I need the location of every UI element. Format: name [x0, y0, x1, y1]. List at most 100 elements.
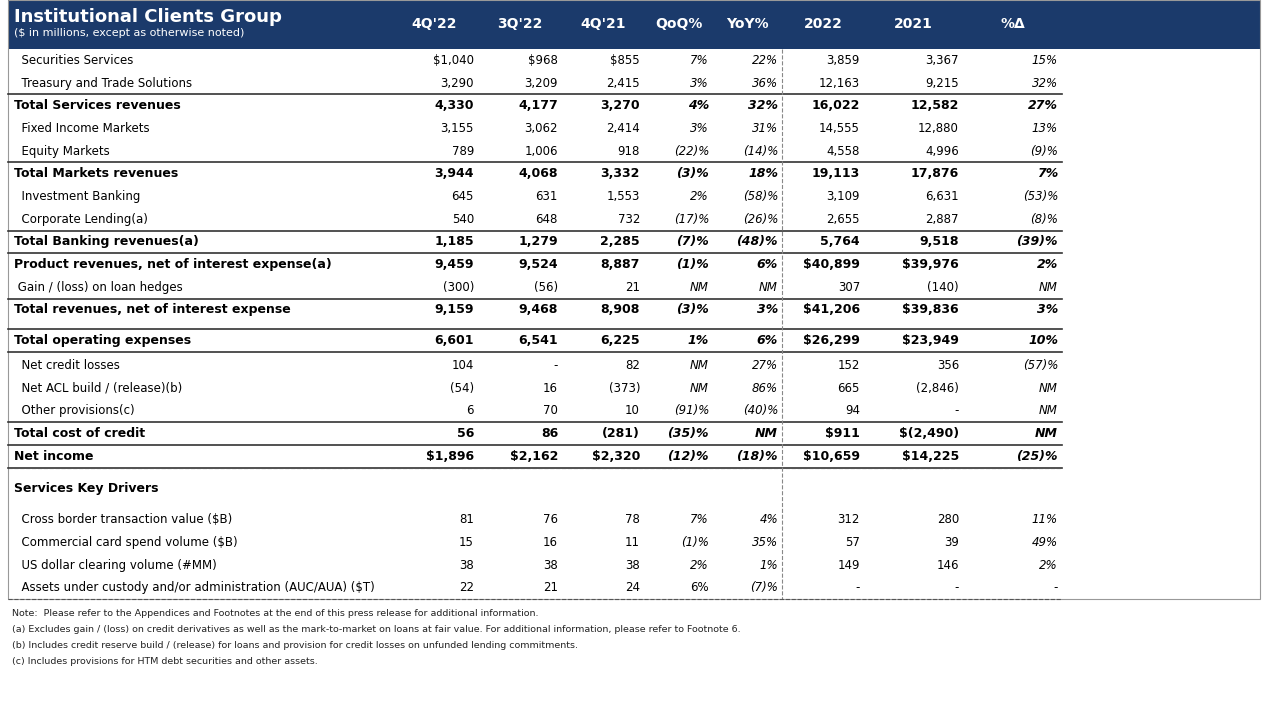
Text: $2,162: $2,162 — [510, 450, 558, 463]
Text: 356: 356 — [937, 359, 959, 372]
Text: 27%: 27% — [1028, 99, 1058, 112]
Text: 19,113: 19,113 — [812, 168, 860, 180]
Text: 149: 149 — [837, 559, 860, 572]
Text: 3,367: 3,367 — [926, 54, 959, 67]
Bar — [8, 0, 1260, 49]
Text: 9,468: 9,468 — [519, 303, 558, 316]
Text: Total operating expenses: Total operating expenses — [14, 334, 191, 347]
Text: (8)%: (8)% — [1030, 213, 1058, 226]
Text: (7)%: (7)% — [676, 235, 709, 249]
Text: 18%: 18% — [748, 168, 779, 180]
Text: 1,006: 1,006 — [525, 144, 558, 158]
Text: 3,109: 3,109 — [827, 190, 860, 203]
Text: 1,185: 1,185 — [435, 235, 474, 249]
Text: 631: 631 — [535, 190, 558, 203]
Text: 4,330: 4,330 — [435, 99, 474, 112]
Text: 82: 82 — [625, 359, 640, 372]
Text: $41,206: $41,206 — [803, 303, 860, 316]
Text: Services Key Drivers: Services Key Drivers — [14, 482, 158, 494]
Text: 9,518: 9,518 — [919, 235, 959, 249]
Text: $40,899: $40,899 — [803, 258, 860, 271]
Text: 280: 280 — [937, 513, 959, 527]
Text: (58)%: (58)% — [743, 190, 779, 203]
Text: (39)%: (39)% — [1017, 235, 1058, 249]
Text: -: - — [955, 404, 959, 417]
Text: 6%: 6% — [757, 258, 779, 271]
Text: 789: 789 — [451, 144, 474, 158]
Text: Net income: Net income — [14, 450, 94, 463]
Text: 12,582: 12,582 — [910, 99, 959, 112]
Text: Product revenues, net of interest expense(a): Product revenues, net of interest expens… — [14, 258, 332, 271]
Text: Gain / (loss) on loan hedges: Gain / (loss) on loan hedges — [14, 281, 183, 294]
Text: Equity Markets: Equity Markets — [14, 144, 110, 158]
Text: $23,949: $23,949 — [902, 334, 959, 347]
Text: 94: 94 — [844, 404, 860, 417]
Text: 540: 540 — [451, 213, 474, 226]
Text: (3)%: (3)% — [676, 168, 709, 180]
Text: NM: NM — [690, 281, 709, 294]
Text: 4%: 4% — [760, 513, 779, 527]
Text: 38: 38 — [459, 559, 474, 572]
Text: 1%: 1% — [687, 334, 709, 347]
Text: (35)%: (35)% — [667, 427, 709, 440]
Text: Net ACL build / (release)(b): Net ACL build / (release)(b) — [14, 382, 183, 395]
Text: Total Markets revenues: Total Markets revenues — [14, 168, 179, 180]
Text: (373): (373) — [609, 382, 640, 395]
Text: 4,177: 4,177 — [519, 99, 558, 112]
Text: 2,655: 2,655 — [827, 213, 860, 226]
Text: (9)%: (9)% — [1030, 144, 1058, 158]
Bar — [8, 0, 1260, 599]
Text: (2,846): (2,846) — [915, 382, 959, 395]
Text: 16: 16 — [543, 536, 558, 549]
Text: (48)%: (48)% — [737, 235, 779, 249]
Text: 6,225: 6,225 — [600, 334, 640, 347]
Text: (14)%: (14)% — [743, 144, 779, 158]
Text: Total Banking revenues(a): Total Banking revenues(a) — [14, 235, 199, 249]
Text: (22)%: (22)% — [673, 144, 709, 158]
Text: $10,659: $10,659 — [803, 450, 860, 463]
Text: 10%: 10% — [1028, 334, 1058, 347]
Text: Total revenues, net of interest expense: Total revenues, net of interest expense — [14, 303, 290, 316]
Text: $855: $855 — [610, 54, 640, 67]
Text: 8,908: 8,908 — [601, 303, 640, 316]
Text: (18)%: (18)% — [737, 450, 779, 463]
Text: 81: 81 — [459, 513, 474, 527]
Text: 4,558: 4,558 — [827, 144, 860, 158]
Text: 2%: 2% — [690, 559, 709, 572]
Text: 76: 76 — [543, 513, 558, 527]
Text: 17,876: 17,876 — [910, 168, 959, 180]
Text: 12,163: 12,163 — [819, 77, 860, 89]
Text: 11%: 11% — [1032, 513, 1058, 527]
Text: 3Q'22: 3Q'22 — [497, 18, 543, 32]
Text: 6: 6 — [467, 404, 474, 417]
Text: Note:  Please refer to the Appendices and Footnotes at the end of this press rel: Note: Please refer to the Appendices and… — [11, 609, 539, 618]
Text: 3,332: 3,332 — [601, 168, 640, 180]
Text: $39,836: $39,836 — [903, 303, 959, 316]
Text: 3,270: 3,270 — [600, 99, 640, 112]
Text: (54): (54) — [450, 382, 474, 395]
Text: 3%: 3% — [690, 122, 709, 135]
Text: (91)%: (91)% — [673, 404, 709, 417]
Text: (25)%: (25)% — [1017, 450, 1058, 463]
Text: Assets under custody and/or administration (AUC/AUA) ($T): Assets under custody and/or administrati… — [14, 582, 375, 594]
Text: 9,459: 9,459 — [435, 258, 474, 271]
Text: 2,414: 2,414 — [606, 122, 640, 135]
Text: 16: 16 — [543, 382, 558, 395]
Text: 1%: 1% — [760, 559, 779, 572]
Text: 918: 918 — [618, 144, 640, 158]
Text: 27%: 27% — [752, 359, 779, 372]
Text: 104: 104 — [451, 359, 474, 372]
Text: 3%: 3% — [1037, 303, 1058, 316]
Text: Cross border transaction value ($B): Cross border transaction value ($B) — [14, 513, 232, 527]
Text: Corporate Lending(a): Corporate Lending(a) — [14, 213, 148, 226]
Text: NM: NM — [1035, 427, 1058, 440]
Text: 57: 57 — [846, 536, 860, 549]
Text: NM: NM — [760, 281, 779, 294]
Text: NM: NM — [690, 382, 709, 395]
Text: -: - — [856, 582, 860, 594]
Text: 7%: 7% — [690, 513, 709, 527]
Text: 5,764: 5,764 — [820, 235, 860, 249]
Text: NM: NM — [1038, 404, 1058, 417]
Text: 3,155: 3,155 — [440, 122, 474, 135]
Text: (40)%: (40)% — [743, 404, 779, 417]
